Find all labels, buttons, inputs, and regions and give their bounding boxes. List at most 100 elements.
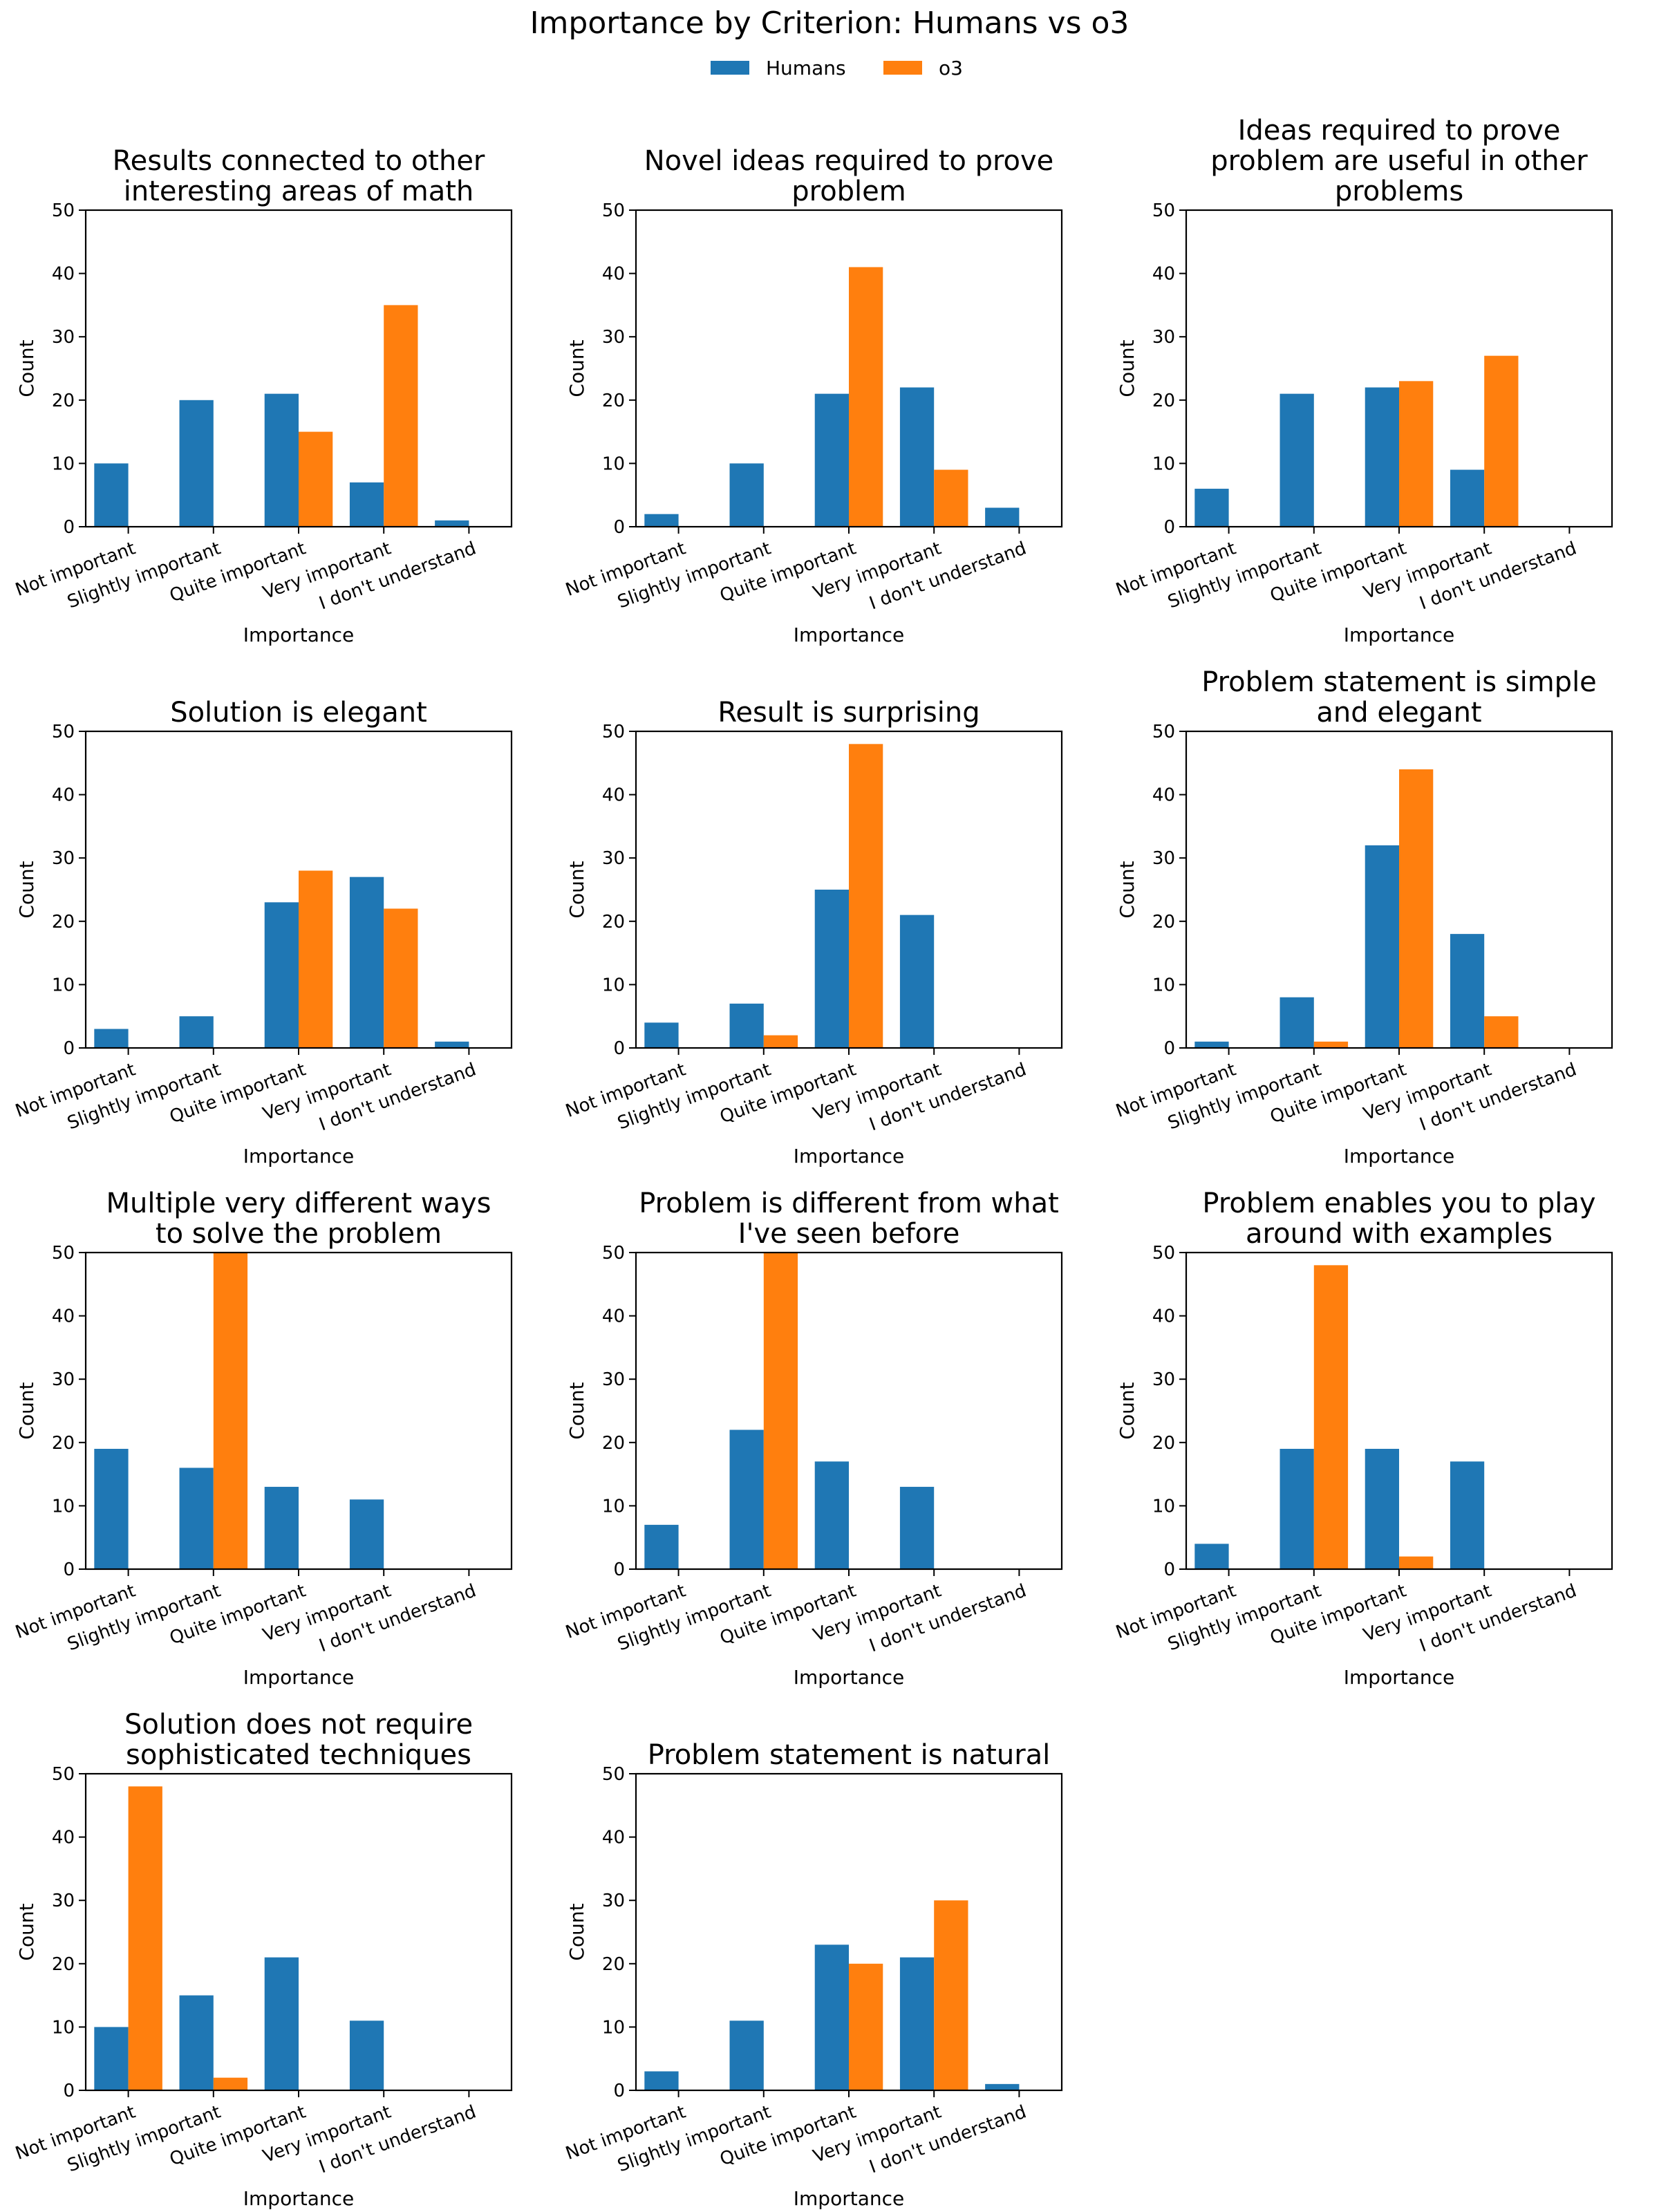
y-tick-label: 10 — [602, 1496, 625, 1517]
subplot-8: Problem is different from what I've seen … — [563, 1188, 1063, 1689]
subplot-6: Problem statement is simple and elegant 0 1… — [1113, 666, 1613, 1168]
subplot-title-line: Results connected to other — [113, 145, 485, 177]
bar-humans-4 — [899, 387, 935, 527]
subplot-title-line: problems — [1335, 176, 1463, 207]
bar-humans-3 — [814, 393, 849, 527]
bar-humans-2 — [179, 1995, 214, 2090]
legend-label-o3: o3 — [939, 57, 963, 79]
bar-o3-4 — [384, 305, 418, 527]
y-tick-label: 50 — [602, 1764, 625, 1785]
bar-humans-1 — [1194, 489, 1229, 527]
bar-humans-3 — [264, 393, 299, 527]
y-axis-label: Count — [565, 1903, 588, 1960]
y-tick-label: 40 — [52, 1306, 75, 1327]
y-tick-label: 50 — [1152, 722, 1175, 742]
bar-o3-3 — [299, 870, 333, 1048]
bar-humans-3 — [264, 1486, 299, 1569]
bar-humans-5 — [985, 2083, 1020, 2090]
bar-humans-2 — [179, 400, 214, 527]
y-tick-label: 40 — [602, 1828, 625, 1848]
bar-humans-1 — [644, 2071, 679, 2090]
y-axis-label: Count — [1116, 861, 1138, 918]
bar-humans-1 — [94, 1029, 129, 1048]
y-tick-label: 50 — [1152, 200, 1175, 221]
bar-humans-4 — [1450, 469, 1485, 527]
subplot-title-line: around with examples — [1246, 1218, 1553, 1250]
subplot-title: Problem is different from what I've seen … — [639, 1188, 1059, 1250]
bar-humans-1 — [1194, 1544, 1229, 1569]
y-tick-label: 20 — [1152, 1433, 1175, 1454]
bar-humans-1 — [1194, 1041, 1229, 1048]
bar-humans-5 — [985, 507, 1020, 527]
y-tick-label: 30 — [1152, 848, 1175, 869]
bar-humans-2 — [179, 1016, 214, 1048]
bar-o3-2 — [763, 1035, 798, 1048]
x-axis-label: Importance — [1344, 1145, 1454, 1168]
figure-title: Importance by Criterion: Humans vs o3 — [530, 6, 1130, 41]
y-tick-label: 0 — [613, 2081, 625, 2101]
y-tick-label: 10 — [52, 975, 75, 995]
y-tick-label: 10 — [52, 2017, 75, 2038]
y-tick-label: 40 — [52, 264, 75, 285]
y-tick-label: 0 — [63, 517, 75, 538]
x-axis-label: Importance — [794, 624, 904, 646]
bar-o3-3 — [849, 267, 883, 527]
y-tick-label: 50 — [602, 1243, 625, 1264]
y-tick-label: 30 — [602, 848, 625, 869]
y-tick-label: 0 — [613, 1559, 625, 1580]
subplot-title-line: Solution is elegant — [170, 697, 427, 729]
bar-humans-4 — [899, 1957, 935, 2090]
bar-humans-5 — [435, 520, 469, 527]
y-tick-label: 20 — [602, 1954, 625, 1975]
subplot-title-line: Novel ideas required to prove — [644, 145, 1054, 177]
bar-o3-3 — [1399, 769, 1434, 1048]
legend-swatch-humans — [711, 61, 749, 75]
y-tick-label: 30 — [602, 1891, 625, 1911]
x-axis-label: Importance — [1344, 1666, 1454, 1689]
subplot-grid: Results connected to other interesting ar… — [12, 115, 1613, 2210]
bar-o3-4 — [934, 469, 968, 527]
bar-humans-3 — [264, 902, 299, 1048]
y-axis-label: Count — [15, 1903, 38, 1960]
bar-o3-4 — [934, 1900, 968, 2090]
bar-humans-2 — [1280, 997, 1314, 1048]
bar-humans-1 — [644, 1524, 679, 1569]
y-tick-label: 50 — [602, 200, 625, 221]
bar-o3-3 — [299, 431, 333, 527]
legend-swatch-o3 — [883, 61, 922, 75]
y-tick-label: 40 — [1152, 264, 1175, 285]
bar-o3-2 — [213, 1253, 248, 1569]
bar-humans-1 — [94, 1448, 129, 1569]
bar-humans-4 — [899, 915, 935, 1048]
bar-humans-5 — [435, 1041, 469, 1048]
legend-label-humans: Humans — [766, 57, 846, 79]
y-axis-label: Count — [15, 339, 38, 397]
bar-humans-4 — [349, 482, 384, 527]
y-tick-label: 50 — [52, 1764, 75, 1785]
y-tick-label: 20 — [602, 912, 625, 932]
y-tick-label: 40 — [602, 1306, 625, 1327]
y-tick-label: 40 — [52, 1828, 75, 1848]
subplot-title: Problem enables you to play around with e… — [1202, 1188, 1595, 1250]
subplot-title-line: Problem enables you to play — [1202, 1188, 1595, 1219]
y-tick-label: 0 — [1163, 1559, 1175, 1580]
bar-o3-2 — [763, 1253, 798, 1569]
subplot-1: Results connected to other interesting ar… — [12, 145, 513, 646]
y-tick-label: 50 — [52, 722, 75, 742]
subplot-title: Result is surprising — [718, 697, 980, 729]
y-tick-label: 50 — [52, 200, 75, 221]
y-tick-label: 10 — [602, 975, 625, 995]
subplot-3: Ideas required to prove problem are usefu… — [1113, 115, 1613, 646]
bar-o3-3 — [1399, 1556, 1434, 1569]
bar-o3-2 — [1313, 1265, 1349, 1569]
subplot-title: Solution does not require sophisticated t… — [124, 1709, 473, 1771]
subplot-11: Problem statement is natural01020304050N… — [563, 1739, 1063, 2210]
y-tick-label: 0 — [63, 1038, 75, 1059]
subplot-title: Solution is elegant — [170, 697, 427, 729]
y-tick-label: 40 — [1152, 785, 1175, 806]
y-tick-label: 20 — [52, 1954, 75, 1975]
y-tick-label: 20 — [52, 1433, 75, 1454]
bar-humans-3 — [814, 890, 849, 1048]
y-tick-label: 20 — [1152, 391, 1175, 411]
